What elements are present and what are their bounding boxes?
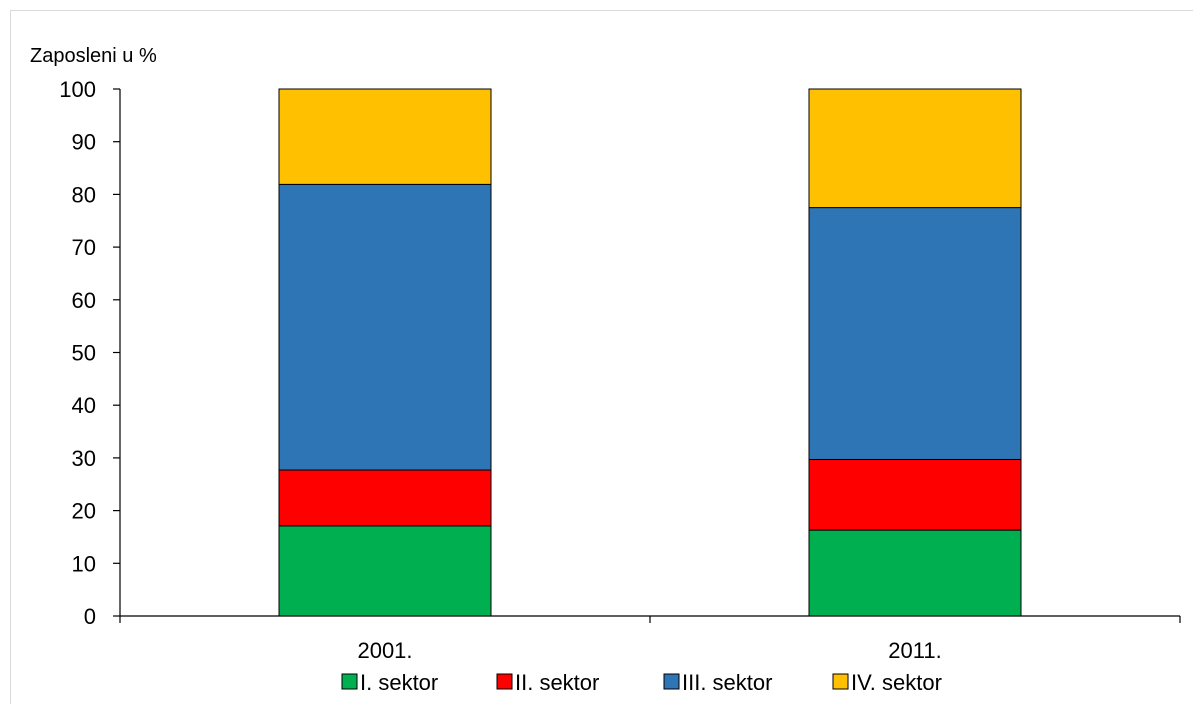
- legend: I. sektor II. sektor III. sektor IV. sektor: [341, 670, 942, 695]
- x-axis: 2001. 2011.: [119, 615, 1181, 663]
- bar-segment: [278, 525, 492, 617]
- chart-frame: [10, 10, 1193, 704]
- legend-swatch: [832, 673, 849, 690]
- x-tick-label: 2001.: [357, 638, 412, 663]
- y-tick-label: 50: [72, 341, 96, 366]
- legend-swatch: [663, 673, 680, 690]
- y-axis-title: Zaposleni u %: [30, 45, 157, 67]
- legend-swatch: [341, 673, 358, 690]
- bar-segment: [278, 88, 492, 185]
- y-tick-label: 30: [72, 446, 96, 471]
- legend-label: I. sektor: [360, 670, 438, 695]
- bar-segment: [808, 207, 1022, 460]
- y-tick-label: 0: [84, 604, 96, 629]
- bar-segment: [278, 469, 492, 527]
- legend-label: IV. sektor: [851, 670, 942, 695]
- y-tick-label: 70: [72, 235, 96, 260]
- legend-swatch: [496, 673, 513, 690]
- y-tick-label: 90: [72, 130, 96, 155]
- y-tick-label: 100: [59, 77, 96, 102]
- legend-label: II. sektor: [515, 670, 599, 695]
- bar-segment: [808, 458, 1022, 531]
- y-tick-label: 80: [72, 182, 96, 207]
- y-tick-label: 60: [72, 288, 96, 313]
- bar-segment: [808, 88, 1022, 209]
- bars: [278, 88, 1022, 617]
- y-tick-label: 40: [72, 393, 96, 418]
- bar-segment: [278, 183, 492, 471]
- y-axis: 0 10 20 30 40 50 60 70 80 90 100: [59, 77, 121, 629]
- y-tick-label: 20: [72, 499, 96, 524]
- bar-segment: [808, 529, 1022, 617]
- legend-label: III. sektor: [682, 670, 772, 695]
- x-tick-label: 2011.: [888, 638, 941, 663]
- y-tick-label: 10: [72, 551, 96, 576]
